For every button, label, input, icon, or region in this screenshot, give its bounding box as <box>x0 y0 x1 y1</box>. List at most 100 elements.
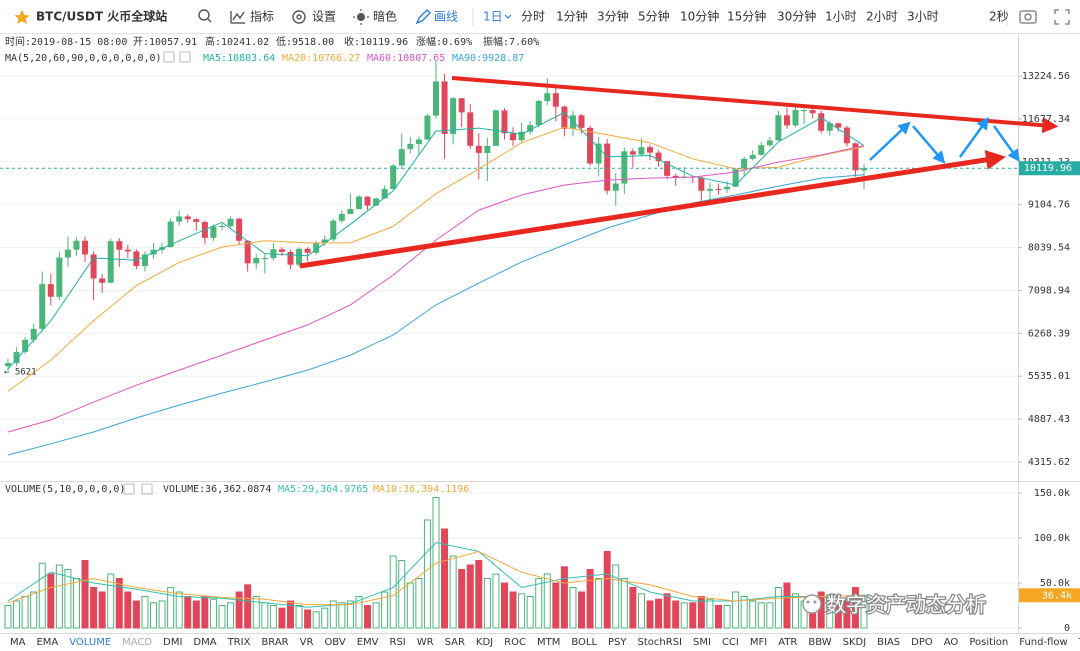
candle-body <box>287 251 294 265</box>
volume-bar <box>689 602 697 629</box>
candle-body <box>501 110 508 134</box>
screenshot-icon[interactable] <box>1019 10 1037 24</box>
candle-body <box>56 257 63 297</box>
period-button[interactable]: 3分钟 <box>597 9 629 24</box>
labels: 指标 设置 暗色 画线 1日 分时 1分钟 3分钟 5分钟 10分钟 15分钟 30分钟 1小时 2小时 3… <box>4 9 1080 648</box>
volume-bar <box>107 573 115 629</box>
indicator-tab[interactable]: MACD <box>122 637 152 648</box>
candle-body <box>82 240 89 255</box>
indicator-tab[interactable]: TTSI <box>1078 637 1080 648</box>
volume-bar <box>132 600 140 629</box>
volume-bar <box>646 600 654 629</box>
volume-bar <box>192 600 200 629</box>
indicator-tab[interactable]: VOLUME <box>69 637 111 648</box>
period-button[interactable]: 1小时 <box>825 10 857 24</box>
toolbar-button[interactable]: 指标 <box>250 9 274 24</box>
candle-body <box>783 115 790 126</box>
toolbar-button[interactable]: 画线 <box>434 10 458 24</box>
period-button[interactable]: 5分钟 <box>638 9 670 24</box>
candle-body <box>90 254 97 279</box>
favorite-star[interactable] <box>14 10 30 24</box>
volume-bar <box>655 598 663 629</box>
indicator-tab[interactable]: OBV <box>324 637 345 648</box>
toolbar-button[interactable]: 暗色 <box>373 9 397 24</box>
volume-bar <box>783 582 791 629</box>
indicator-tab[interactable]: SAR <box>445 637 465 648</box>
indicator-tab[interactable]: Position <box>969 637 1008 648</box>
refresh-interval[interactable]: 2秒 <box>989 10 1009 24</box>
indicator-tab[interactable]: BRAR <box>261 637 288 648</box>
watermark-text: 数字资产动态分析 <box>826 593 986 617</box>
indicator-tab[interactable]: MFI <box>750 637 767 648</box>
toolbar-button[interactable]: 设置 <box>312 10 336 24</box>
period-button[interactable]: 分时 <box>521 10 545 24</box>
period-button[interactable]: 2小时 <box>866 10 898 24</box>
indicator-tab[interactable]: DPO <box>911 637 933 648</box>
indicator-tab[interactable]: BBW <box>808 637 831 648</box>
period-button[interactable]: 10分钟 <box>680 9 719 24</box>
volume-bar <box>629 587 637 629</box>
volume-bar <box>47 573 55 629</box>
forecast-arrow <box>992 125 1020 163</box>
candle-body <box>193 219 200 222</box>
moving-average-line <box>7 126 865 392</box>
y-tick-label: 4887.43 <box>1028 414 1070 425</box>
indicator-tab[interactable]: CCI <box>722 637 739 648</box>
candle-body <box>47 284 54 297</box>
candle-body <box>244 240 251 264</box>
indicator-tab[interactable]: KDJ <box>476 637 493 648</box>
volume-bar <box>423 519 431 629</box>
indicator-tab[interactable]: SMI <box>693 637 711 648</box>
period-button[interactable]: 30分钟 <box>777 9 816 24</box>
volume-bar <box>518 593 526 629</box>
indicator-tab[interactable]: DMI <box>163 637 182 648</box>
search-icon[interactable] <box>198 9 212 23</box>
indicator-tab[interactable]: MTM <box>537 637 560 648</box>
indicator-tab[interactable]: PSY <box>608 637 627 648</box>
indicator-tab[interactable]: Fund-flow <box>1019 637 1067 648</box>
volume-bar <box>569 587 577 629</box>
volume-bar <box>458 569 466 629</box>
y-tick-label: 4315.62 <box>1028 457 1070 468</box>
indicator-tab[interactable]: TRIX <box>227 637 251 648</box>
indicator-tab[interactable]: SKDJ <box>843 637 867 648</box>
period-button[interactable]: 15分钟 <box>727 9 766 24</box>
indicator-tab[interactable]: StochRSI <box>638 637 682 648</box>
volume-bar <box>680 602 688 629</box>
indicator-tab[interactable]: AO <box>944 637 959 648</box>
indicator-name: MA(5,20,60,90,0,0,0,0,0,0) <box>5 53 162 64</box>
candle-body <box>749 154 756 159</box>
legend-entry: MA20:10766.27 <box>282 53 360 64</box>
candle-body <box>210 226 217 238</box>
volume-bar <box>13 600 21 629</box>
indicator-tab[interactable]: BOLL <box>571 637 597 648</box>
legend-icons <box>123 51 191 495</box>
indicator-tab[interactable]: WR <box>417 637 434 648</box>
period-button[interactable]: 1分钟 <box>556 9 588 24</box>
candle-body <box>552 93 559 107</box>
volume-bar <box>158 600 166 629</box>
volume-bar <box>406 582 414 629</box>
candle-body <box>758 145 765 155</box>
period-button[interactable]: 1日 <box>483 10 503 24</box>
volume-bar <box>672 600 680 629</box>
indicator-tab[interactable]: BIAS <box>877 637 900 648</box>
indicator-tab[interactable]: EMA <box>36 637 58 648</box>
period-button[interactable]: 3小时 <box>907 10 939 24</box>
fullscreen-icon[interactable] <box>1054 9 1070 25</box>
indicator-tab[interactable]: ATR <box>778 637 797 648</box>
volume-bar <box>415 578 423 629</box>
candle-body <box>621 151 628 184</box>
indicator-tab[interactable]: ROC <box>504 637 526 648</box>
indicator-tab[interactable]: DMA <box>193 637 216 648</box>
candle-body <box>184 216 191 220</box>
indicator-tab[interactable]: EMV <box>357 637 379 648</box>
indicator-tab[interactable]: MA <box>10 637 26 648</box>
symbol-title: BTC/USDT 火币全球站 <box>36 9 167 24</box>
indicator-tab[interactable]: VR <box>300 637 314 648</box>
moving-average-line <box>7 550 865 606</box>
candle-body <box>321 239 328 243</box>
volume-bar <box>269 605 277 629</box>
indicator-tab[interactable]: RSI <box>390 637 406 648</box>
candle-body <box>706 188 713 191</box>
